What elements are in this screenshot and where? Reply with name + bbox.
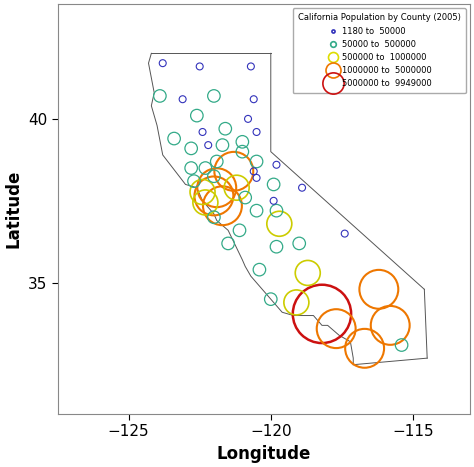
Point bbox=[375, 286, 383, 293]
Point bbox=[221, 125, 229, 133]
Point bbox=[292, 299, 300, 306]
Point bbox=[398, 341, 405, 349]
Point bbox=[219, 202, 226, 210]
Point bbox=[196, 63, 203, 70]
Point bbox=[219, 142, 226, 149]
Point bbox=[275, 220, 283, 227]
Point bbox=[386, 322, 394, 329]
Point bbox=[238, 148, 246, 156]
Point bbox=[210, 172, 218, 180]
Point bbox=[332, 325, 340, 333]
Point bbox=[179, 95, 186, 103]
Point bbox=[247, 63, 255, 70]
Point bbox=[304, 269, 311, 276]
Y-axis label: Latitude: Latitude bbox=[4, 170, 22, 248]
Point bbox=[224, 240, 232, 247]
Point bbox=[236, 226, 243, 234]
Point bbox=[253, 158, 260, 165]
Point bbox=[159, 59, 166, 67]
Point bbox=[187, 145, 195, 152]
Point bbox=[273, 243, 280, 250]
Point bbox=[201, 164, 209, 172]
Point bbox=[241, 194, 249, 201]
Point bbox=[250, 95, 257, 103]
Point bbox=[253, 128, 260, 136]
Point bbox=[253, 174, 260, 182]
Point bbox=[210, 192, 218, 199]
Point bbox=[233, 184, 240, 191]
Point bbox=[156, 92, 164, 99]
Point bbox=[273, 161, 280, 169]
Point bbox=[213, 184, 220, 191]
Point bbox=[213, 158, 220, 165]
Point bbox=[255, 266, 263, 273]
Point bbox=[295, 240, 303, 247]
Point bbox=[230, 168, 237, 175]
Point bbox=[273, 207, 280, 214]
Point bbox=[253, 207, 260, 214]
Point bbox=[361, 345, 368, 352]
Point bbox=[210, 92, 218, 99]
Point bbox=[187, 164, 195, 172]
Point bbox=[238, 138, 246, 146]
Point bbox=[341, 230, 348, 237]
X-axis label: Longitude: Longitude bbox=[217, 445, 311, 463]
Point bbox=[318, 310, 326, 318]
Point bbox=[170, 135, 178, 142]
Point bbox=[199, 188, 206, 196]
Point bbox=[193, 112, 201, 120]
Point bbox=[244, 115, 252, 123]
Legend: 1180 to  50000, 50000 to  500000, 500000 to  1000000, 1000000 to  5000000, 50000: 1180 to 50000, 50000 to 500000, 500000 t… bbox=[293, 8, 465, 93]
Point bbox=[267, 296, 274, 303]
Point bbox=[190, 177, 198, 185]
Point bbox=[270, 197, 277, 205]
Point bbox=[201, 199, 209, 206]
Point bbox=[204, 142, 212, 149]
Point bbox=[199, 128, 206, 136]
Point bbox=[270, 181, 277, 188]
Point bbox=[250, 168, 257, 175]
Point bbox=[210, 213, 218, 221]
Point bbox=[298, 184, 306, 191]
